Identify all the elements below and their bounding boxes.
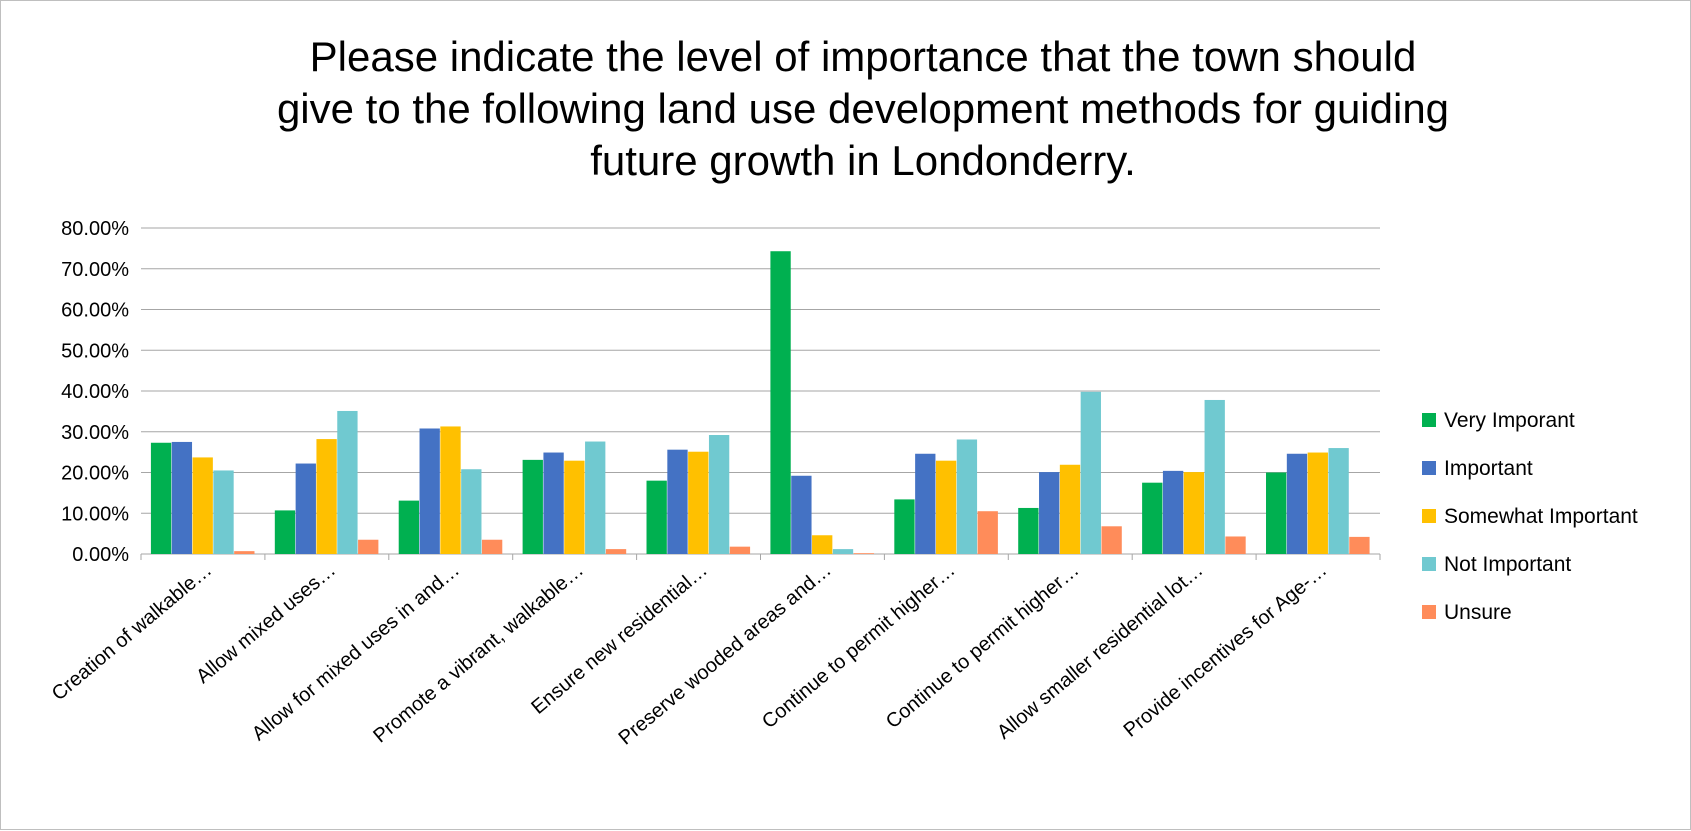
bar bbox=[729, 546, 751, 554]
x-category-label: Continue to permit higher… bbox=[758, 559, 959, 733]
bar bbox=[1266, 472, 1287, 554]
bar bbox=[481, 539, 503, 554]
bar bbox=[316, 439, 337, 554]
bar bbox=[234, 551, 255, 554]
chart-title-line-2: give to the following land use developme… bbox=[277, 85, 1449, 132]
legend-label: Very Imporant bbox=[1444, 409, 1575, 432]
bar bbox=[667, 449, 688, 554]
bar bbox=[419, 428, 440, 554]
x-category-label: Promote a vibrant, walkable… bbox=[369, 559, 588, 747]
y-tick-label: 10.00% bbox=[61, 503, 129, 525]
y-tick-label: 0.00% bbox=[72, 544, 129, 566]
legend-label: Unsure bbox=[1444, 601, 1512, 624]
y-tick-label: 60.00% bbox=[61, 300, 129, 322]
bar bbox=[440, 426, 461, 554]
bar bbox=[398, 500, 420, 554]
bar bbox=[1307, 452, 1328, 554]
y-tick-label: 70.00% bbox=[61, 259, 129, 281]
chart-title-line-1: Please indicate the level of importance … bbox=[310, 33, 1417, 80]
x-category-label: Allow smaller residential lot… bbox=[993, 559, 1207, 744]
x-category-label: Creation of walkable… bbox=[48, 559, 216, 705]
bar bbox=[522, 459, 543, 554]
bar bbox=[770, 251, 791, 555]
bar bbox=[812, 535, 833, 554]
legend-label: Somewhat Important bbox=[1444, 505, 1638, 528]
legend-swatch bbox=[1422, 509, 1436, 523]
bar bbox=[1101, 526, 1122, 554]
x-category-label: Allow for mixed uses in and… bbox=[248, 559, 464, 745]
bar bbox=[358, 539, 379, 554]
chart-title: Please indicate the level of importance … bbox=[277, 33, 1449, 184]
bar bbox=[213, 470, 234, 554]
x-category-label: Provide incentives for Age-… bbox=[1120, 559, 1332, 742]
bar bbox=[1225, 536, 1246, 554]
y-tick-label: 30.00% bbox=[61, 422, 129, 444]
bar bbox=[171, 441, 193, 554]
y-tick-label: 80.00% bbox=[61, 218, 129, 240]
bar bbox=[935, 460, 957, 554]
bar bbox=[461, 469, 482, 554]
bar bbox=[832, 549, 854, 554]
x-axis-labels: Creation of walkable…Allow mixed uses…Al… bbox=[48, 559, 1331, 750]
legend-swatch bbox=[1422, 461, 1436, 475]
bars bbox=[150, 251, 1370, 555]
chart-title-line-3: future growth in Londonderry. bbox=[590, 137, 1136, 184]
bar bbox=[1328, 448, 1349, 554]
bar bbox=[1286, 453, 1308, 554]
bar bbox=[915, 453, 936, 554]
bar bbox=[1183, 472, 1205, 554]
bar bbox=[1162, 470, 1184, 554]
bar bbox=[708, 435, 730, 554]
bar bbox=[646, 480, 667, 554]
y-axis-ticks: 0.00% 10.00% 20.00% 30.00% 40.00% 50.00% 60.00… bbox=[61, 218, 129, 566]
bar bbox=[1059, 464, 1081, 554]
bar bbox=[894, 499, 915, 554]
bar bbox=[585, 441, 606, 554]
bar bbox=[192, 457, 213, 554]
bar bbox=[1142, 482, 1163, 554]
y-tick-label: 20.00% bbox=[61, 463, 129, 485]
legend-swatch bbox=[1422, 605, 1436, 619]
legend-swatch bbox=[1422, 557, 1436, 571]
bar bbox=[977, 511, 998, 554]
bar bbox=[543, 452, 564, 554]
bar bbox=[853, 553, 874, 554]
legend-label: Not Important bbox=[1444, 553, 1571, 576]
bar bbox=[1018, 507, 1039, 554]
bar bbox=[274, 510, 296, 554]
bar bbox=[1039, 472, 1060, 554]
bar bbox=[956, 439, 978, 554]
bar bbox=[605, 549, 627, 554]
y-tick-label: 50.00% bbox=[61, 340, 129, 362]
bar bbox=[564, 460, 585, 554]
legend-swatch bbox=[1422, 413, 1436, 427]
legend-label: Important bbox=[1444, 457, 1533, 480]
bar bbox=[295, 463, 316, 554]
bar bbox=[1349, 536, 1370, 554]
bar bbox=[791, 475, 812, 554]
x-category-label: Continue to permit higher… bbox=[882, 559, 1083, 733]
y-tick-label: 40.00% bbox=[61, 381, 129, 403]
bar bbox=[337, 410, 358, 554]
bar bbox=[150, 442, 172, 554]
bar bbox=[688, 451, 709, 554]
x-category-label: Preserve wooded areas and… bbox=[615, 559, 836, 750]
legend: Very Imporant Important Somewhat Important… bbox=[1422, 409, 1638, 624]
bar bbox=[1204, 399, 1225, 554]
bar bbox=[1080, 391, 1101, 554]
